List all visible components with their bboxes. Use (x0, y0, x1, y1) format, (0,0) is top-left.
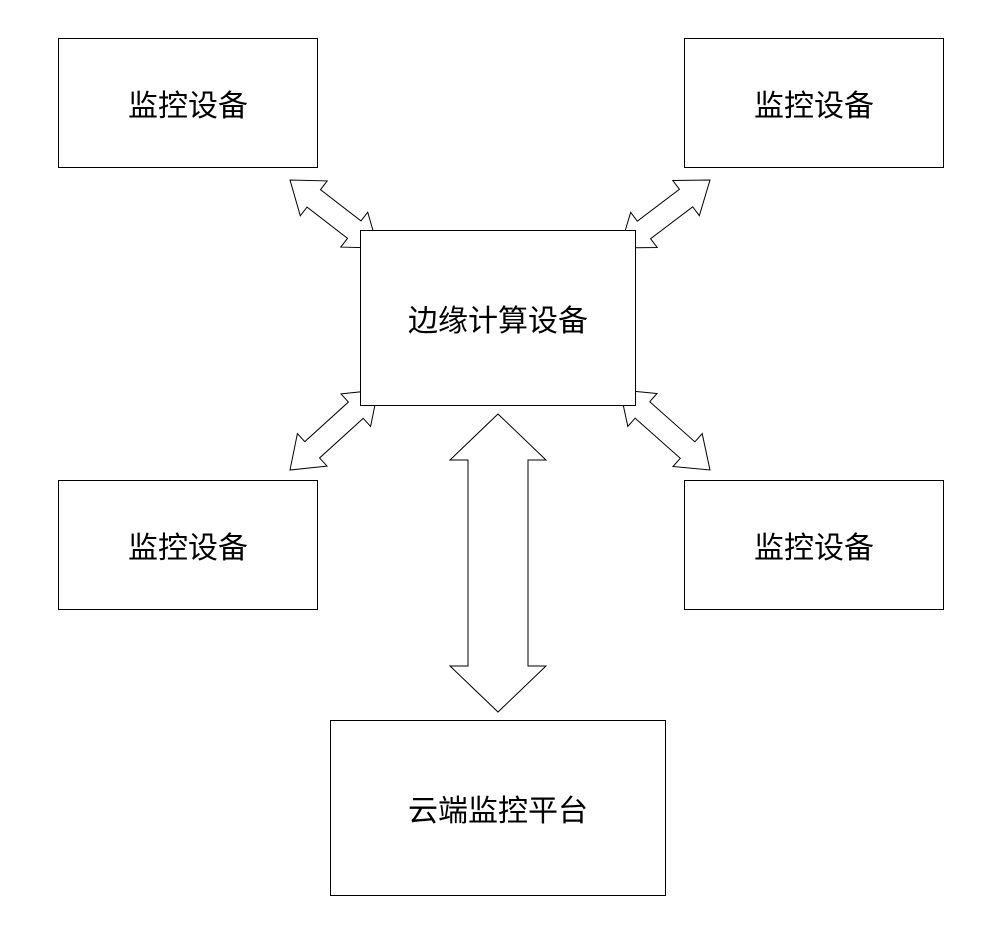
node-monitor_bl: 监控设备 (58, 480, 318, 610)
node-cloud_platform: 云端监控平台 (330, 720, 666, 896)
double-arrow (450, 414, 546, 712)
node-monitor_tl: 监控设备 (58, 38, 318, 168)
architecture-diagram: 监控设备监控设备边缘计算设备监控设备监控设备云端监控平台 (0, 0, 1000, 947)
node-label: 监控设备 (128, 81, 248, 125)
node-monitor_tr: 监控设备 (684, 38, 944, 168)
node-label: 监控设备 (128, 523, 248, 567)
node-label: 云端监控平台 (408, 786, 588, 830)
node-label: 监控设备 (754, 523, 874, 567)
node-label: 监控设备 (754, 81, 874, 125)
node-label: 边缘计算设备 (408, 296, 588, 340)
node-monitor_br: 监控设备 (684, 480, 944, 610)
node-edge_center: 边缘计算设备 (360, 230, 636, 406)
